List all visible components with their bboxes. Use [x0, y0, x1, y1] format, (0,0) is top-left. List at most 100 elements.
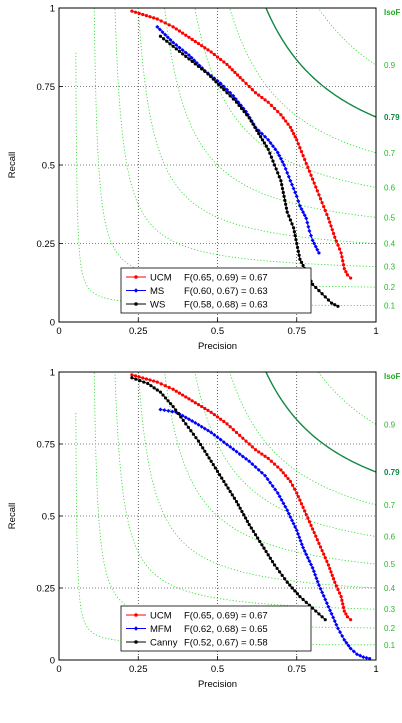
data-point — [273, 487, 278, 492]
data-point — [286, 122, 290, 126]
isof-label: 0.6 — [384, 183, 396, 192]
data-point — [315, 538, 319, 542]
isof-curve — [93, 8, 376, 288]
data-point — [328, 220, 332, 224]
data-point — [166, 408, 171, 413]
data-point — [238, 433, 242, 437]
isof-curve — [194, 372, 376, 537]
data-point — [311, 569, 316, 574]
data-point — [137, 375, 141, 379]
data-point — [292, 230, 296, 234]
data-point — [349, 276, 353, 280]
data-point — [293, 589, 297, 593]
data-point — [163, 396, 168, 400]
data-point — [299, 542, 304, 547]
data-point — [334, 239, 338, 243]
data-point — [295, 138, 299, 142]
isof-curve — [317, 8, 376, 66]
data-point — [326, 604, 331, 609]
data-point — [295, 241, 299, 246]
data-point — [329, 570, 333, 574]
data-point — [291, 521, 296, 526]
data-point — [148, 378, 152, 382]
legend-series-name: Canny — [150, 638, 178, 649]
data-point — [219, 85, 223, 89]
data-point — [157, 27, 162, 32]
y-tick-label: 0.75 — [37, 82, 56, 93]
data-point — [245, 113, 249, 117]
data-point — [266, 456, 270, 460]
data-point — [345, 273, 350, 277]
data-point — [167, 23, 171, 27]
data-point — [179, 415, 183, 419]
data-point — [232, 496, 237, 500]
data-point — [282, 194, 286, 198]
data-point — [196, 422, 201, 427]
data-point — [318, 586, 323, 591]
isof-curve — [114, 372, 376, 610]
data-point — [289, 518, 294, 523]
data-point — [222, 419, 226, 424]
data-point — [263, 473, 268, 478]
data-point — [294, 194, 299, 199]
data-point — [297, 535, 302, 540]
data-point — [333, 235, 337, 239]
data-point — [253, 125, 257, 129]
data-point — [269, 459, 273, 463]
data-point — [317, 612, 321, 616]
data-point — [345, 615, 350, 619]
data-point — [307, 559, 312, 564]
data-point — [171, 40, 176, 45]
data-point — [293, 525, 298, 530]
data-point — [263, 134, 268, 139]
data-point — [216, 82, 221, 87]
data-point — [342, 609, 346, 613]
data-point — [253, 448, 258, 452]
data-point — [141, 12, 145, 17]
data-point — [152, 379, 156, 383]
data-point — [290, 222, 294, 226]
isof-title: IsoF — [384, 8, 401, 17]
data-point — [209, 74, 213, 79]
data-point — [184, 33, 188, 37]
data-point — [242, 110, 246, 114]
data-point — [330, 573, 334, 577]
data-point — [340, 634, 345, 638]
data-point — [270, 144, 275, 149]
data-point — [306, 516, 310, 520]
data-point — [281, 471, 285, 475]
data-point — [288, 514, 293, 519]
y-tick-label: 0.25 — [37, 239, 56, 250]
data-point — [251, 122, 255, 126]
data-point — [328, 608, 333, 613]
data-point — [296, 531, 301, 536]
data-point — [162, 408, 167, 413]
data-point — [181, 31, 185, 35]
data-point — [158, 407, 163, 412]
data-point — [247, 116, 251, 120]
data-point — [215, 55, 220, 59]
data-point — [287, 214, 291, 218]
data-point — [270, 560, 275, 564]
data-point — [219, 417, 223, 421]
data-point — [231, 428, 235, 432]
data-point — [309, 233, 314, 238]
data-point — [167, 385, 171, 390]
data-point — [212, 52, 216, 57]
data-point — [203, 69, 207, 74]
data-point — [342, 637, 347, 642]
data-point — [295, 245, 300, 250]
data-point — [341, 259, 345, 263]
data-point — [311, 606, 315, 610]
legend-series-score: F(0.58, 0.68) = 0.63 — [184, 300, 268, 311]
data-point — [148, 15, 152, 19]
data-point — [279, 497, 284, 502]
data-point — [333, 580, 337, 584]
isof-curve — [114, 8, 376, 267]
data-point — [325, 212, 329, 217]
data-point — [180, 48, 185, 53]
data-point — [330, 301, 334, 305]
data-point — [286, 174, 291, 179]
data-point — [310, 565, 315, 570]
data-point — [342, 267, 346, 271]
